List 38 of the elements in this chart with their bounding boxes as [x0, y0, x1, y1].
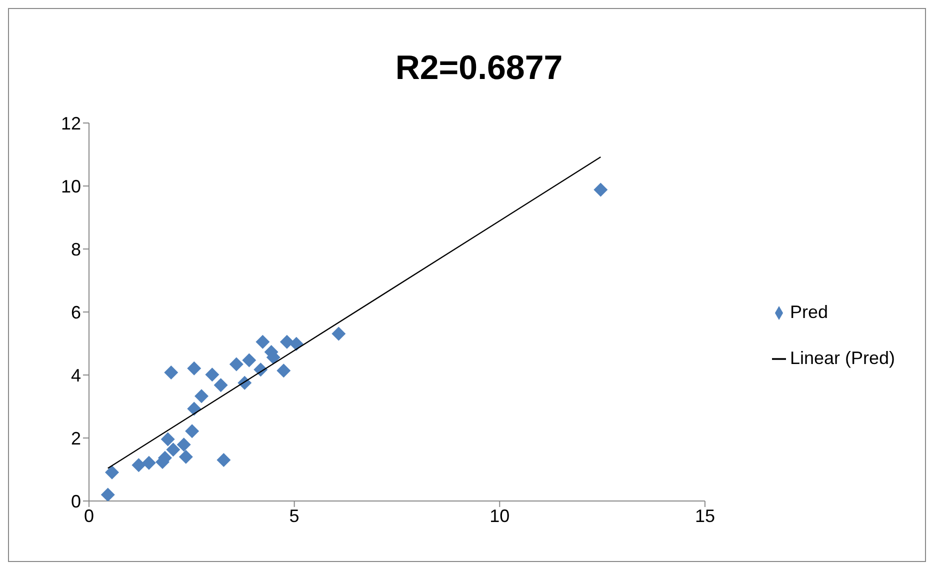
point: [160, 432, 175, 446]
point: [594, 182, 608, 197]
point: [216, 453, 231, 468]
point: [205, 368, 220, 382]
x-tick-label: 5: [289, 506, 300, 526]
point: [100, 488, 115, 501]
point: [280, 334, 294, 349]
x-tick-label: 10: [490, 506, 510, 526]
point: [185, 424, 200, 438]
point: [178, 450, 193, 464]
point: [166, 442, 180, 457]
point: [256, 334, 270, 349]
legend-label: Pred: [790, 302, 828, 322]
y-tick-label: 12: [60, 113, 81, 134]
point: [214, 378, 228, 392]
y-tick-label: 6: [70, 302, 81, 322]
y-tick-label: 4: [70, 365, 81, 386]
point: [176, 438, 191, 452]
point: [229, 357, 244, 372]
point: [187, 402, 202, 416]
point: [132, 458, 146, 472]
point: [276, 364, 291, 378]
point: [104, 465, 119, 480]
y-tick-label: 10: [60, 176, 81, 196]
x-tick-label: 15: [694, 506, 715, 526]
point: [187, 361, 202, 376]
y-tick-label: 8: [70, 239, 81, 260]
chart-title: R2=0.6877: [394, 49, 564, 88]
point: [142, 456, 156, 470]
y-tick-label: 2: [70, 428, 81, 448]
y-tick-label: 0: [70, 491, 81, 512]
point: [164, 365, 178, 380]
legend-label: Linear (Pred): [790, 348, 895, 368]
point: [194, 389, 209, 404]
point: [332, 326, 346, 341]
x-tick-label: 0: [84, 506, 94, 526]
point: [289, 336, 304, 351]
point: [242, 353, 256, 368]
